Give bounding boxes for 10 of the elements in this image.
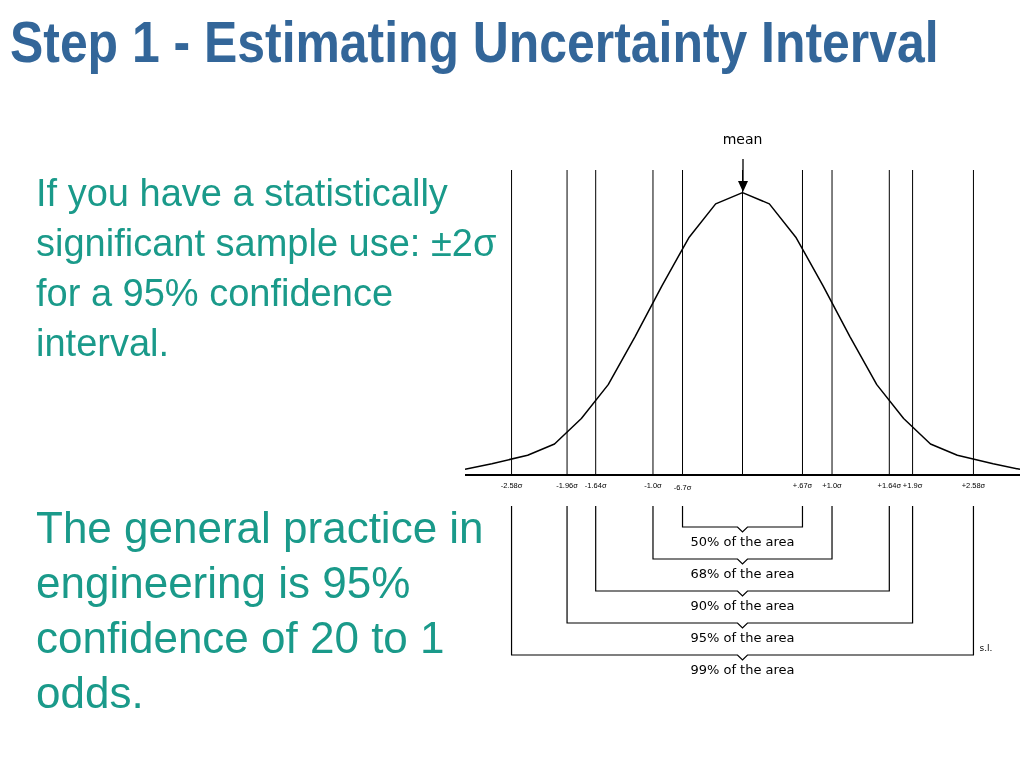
- chart-title: Step 1 - Estimating Uncertainty Interval: [10, 8, 939, 75]
- text: 68% of the area: [690, 566, 795, 581]
- annotation: If you have a statistically significant sample use: ±2σ for a 95% confidence interval.: [36, 171, 498, 366]
- text: 90% of the area: [690, 598, 795, 613]
- text: 50% of the area: [690, 534, 795, 549]
- text: 99% of the area: [690, 662, 795, 677]
- text: 95% of the area: [690, 630, 795, 645]
- text: The general practice in engineering is 95% confidence of 20 to 1 odds.: [36, 502, 485, 719]
- ref-line-label: mean: [722, 131, 763, 147]
- text: s.l.: [979, 643, 993, 653]
